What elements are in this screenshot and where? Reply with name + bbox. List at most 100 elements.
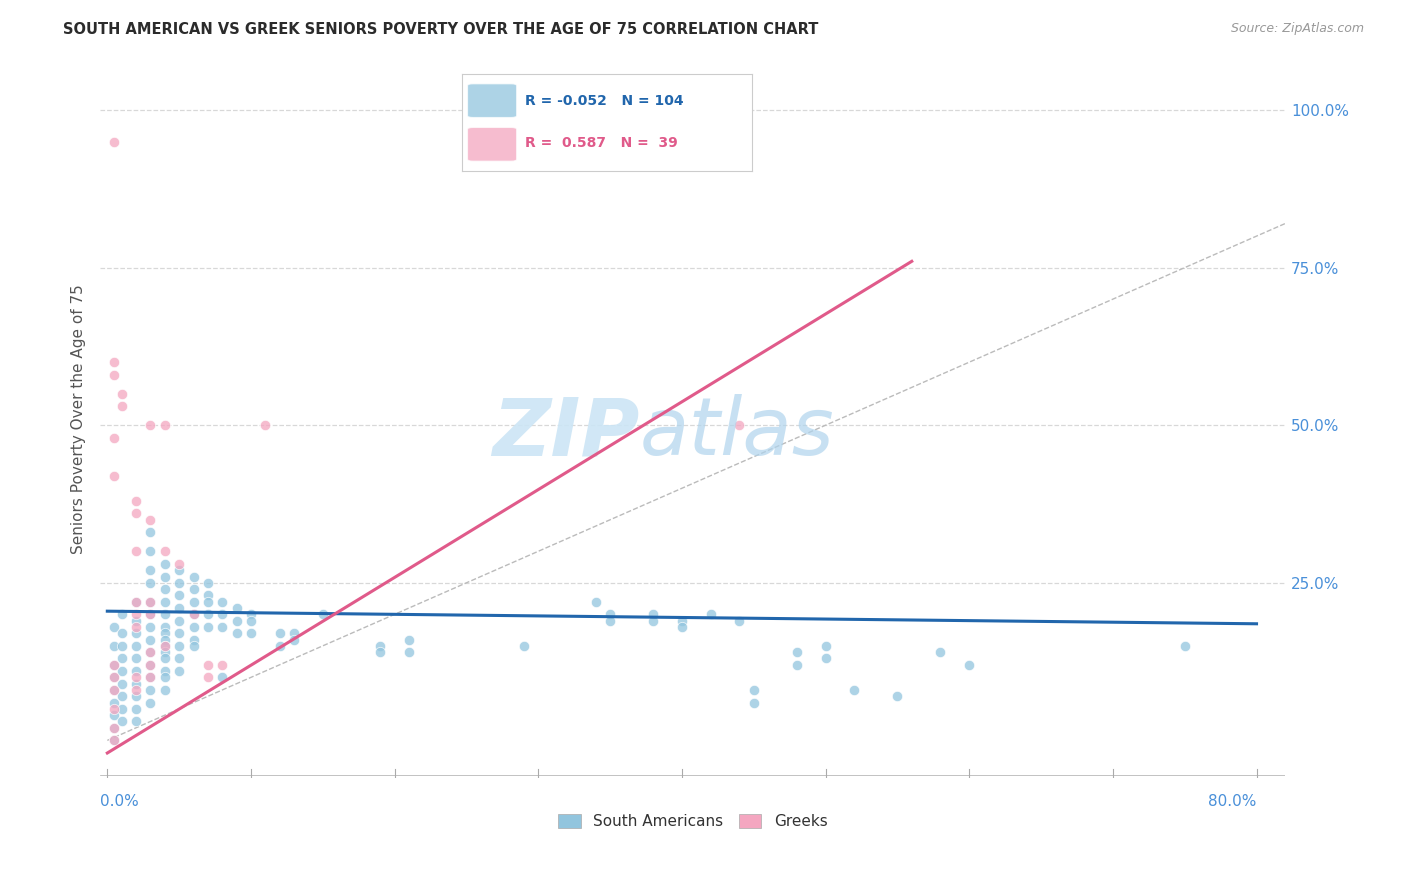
Point: [197, 607, 219, 622]
Point: [513, 639, 536, 653]
Point: [139, 657, 162, 672]
Point: [197, 589, 219, 603]
Text: 80.0%: 80.0%: [1208, 794, 1257, 809]
Point: [225, 614, 247, 628]
Point: [153, 595, 176, 609]
Point: [139, 595, 162, 609]
Point: [103, 368, 125, 382]
Point: [153, 645, 176, 659]
Point: [742, 696, 765, 710]
Point: [111, 386, 134, 401]
Point: [103, 355, 125, 369]
Point: [671, 620, 693, 634]
Point: [125, 639, 148, 653]
Text: 0.0%: 0.0%: [100, 794, 139, 809]
Point: [153, 620, 176, 634]
Point: [111, 702, 134, 716]
Point: [283, 626, 305, 640]
Point: [139, 525, 162, 540]
Point: [153, 632, 176, 647]
Point: [167, 614, 190, 628]
Point: [153, 664, 176, 678]
Point: [814, 651, 837, 665]
Y-axis label: Seniors Poverty Over the Age of 75: Seniors Poverty Over the Age of 75: [72, 284, 86, 554]
Point: [103, 708, 125, 723]
Point: [153, 557, 176, 571]
Point: [728, 418, 751, 433]
Point: [167, 639, 190, 653]
Point: [283, 632, 305, 647]
Point: [153, 544, 176, 558]
Point: [211, 607, 233, 622]
Text: SOUTH AMERICAN VS GREEK SENIORS POVERTY OVER THE AGE OF 75 CORRELATION CHART: SOUTH AMERICAN VS GREEK SENIORS POVERTY …: [63, 22, 818, 37]
Point: [643, 614, 665, 628]
Point: [139, 620, 162, 634]
Point: [197, 657, 219, 672]
Point: [139, 683, 162, 698]
Point: [239, 614, 262, 628]
Point: [153, 582, 176, 596]
Text: ZIP: ZIP: [492, 394, 640, 472]
Point: [368, 639, 391, 653]
Point: [103, 696, 125, 710]
Point: [167, 664, 190, 678]
Point: [239, 626, 262, 640]
Point: [103, 431, 125, 445]
Point: [139, 595, 162, 609]
Point: [139, 563, 162, 577]
Point: [197, 595, 219, 609]
Point: [139, 607, 162, 622]
Point: [886, 690, 908, 704]
Point: [103, 683, 125, 698]
Point: [643, 607, 665, 622]
Point: [183, 632, 205, 647]
Point: [139, 670, 162, 684]
Point: [585, 595, 607, 609]
Point: [103, 657, 125, 672]
Point: [125, 595, 148, 609]
Point: [599, 607, 621, 622]
Point: [125, 714, 148, 729]
Point: [183, 607, 205, 622]
Point: [103, 670, 125, 684]
Point: [153, 683, 176, 698]
Point: [957, 657, 980, 672]
Point: [125, 690, 148, 704]
Point: [153, 607, 176, 622]
Point: [139, 670, 162, 684]
Point: [211, 657, 233, 672]
Point: [183, 595, 205, 609]
Point: [699, 607, 721, 622]
Point: [139, 696, 162, 710]
Point: [167, 575, 190, 590]
Point: [103, 468, 125, 483]
Point: [167, 563, 190, 577]
Point: [125, 595, 148, 609]
Point: [111, 639, 134, 653]
Legend: South Americans, Greeks: South Americans, Greeks: [553, 808, 834, 835]
Point: [671, 614, 693, 628]
Point: [398, 632, 420, 647]
Point: [125, 676, 148, 690]
Point: [103, 683, 125, 698]
Point: [153, 651, 176, 665]
Point: [153, 639, 176, 653]
Point: [111, 607, 134, 622]
Point: [103, 721, 125, 735]
Point: [125, 607, 148, 622]
Point: [786, 645, 808, 659]
Point: [167, 651, 190, 665]
Point: [125, 614, 148, 628]
Point: [844, 683, 866, 698]
Point: [139, 645, 162, 659]
Point: [197, 670, 219, 684]
Point: [139, 632, 162, 647]
Point: [183, 569, 205, 583]
Point: [111, 626, 134, 640]
Point: [103, 721, 125, 735]
Point: [599, 614, 621, 628]
Point: [125, 702, 148, 716]
Point: [153, 670, 176, 684]
Point: [929, 645, 952, 659]
Point: [269, 639, 291, 653]
